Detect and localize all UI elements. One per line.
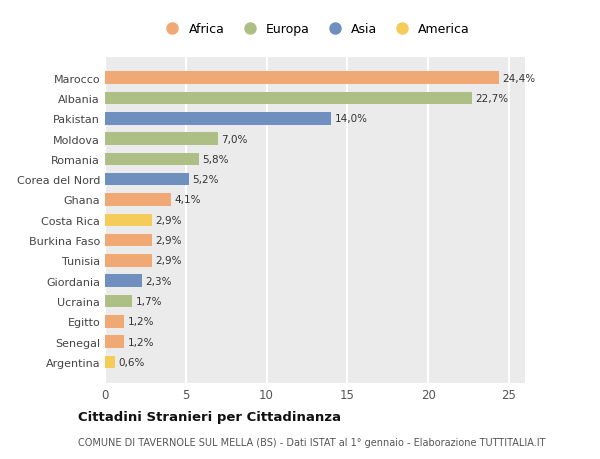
Bar [105, 194, 171, 207]
Text: 2,9%: 2,9% [155, 235, 182, 246]
Bar [105, 275, 142, 287]
Text: 2,3%: 2,3% [145, 276, 172, 286]
Text: 0,6%: 0,6% [118, 357, 144, 367]
Text: 2,9%: 2,9% [155, 256, 182, 266]
Text: 1,2%: 1,2% [128, 337, 154, 347]
Bar [105, 234, 152, 247]
Bar [105, 133, 218, 146]
Legend: Africa, Europa, Asia, America: Africa, Europa, Asia, America [155, 18, 475, 41]
Bar [105, 92, 472, 105]
Text: 14,0%: 14,0% [334, 114, 367, 124]
Bar [105, 356, 115, 369]
Text: 4,1%: 4,1% [175, 195, 201, 205]
Bar [105, 295, 133, 308]
Text: 24,4%: 24,4% [502, 73, 536, 84]
Text: COMUNE DI TAVERNOLE SUL MELLA (BS) - Dati ISTAT al 1° gennaio - Elaborazione TUT: COMUNE DI TAVERNOLE SUL MELLA (BS) - Dat… [78, 437, 545, 447]
Text: 5,2%: 5,2% [192, 175, 219, 185]
Bar [105, 255, 152, 267]
Text: 22,7%: 22,7% [475, 94, 508, 104]
Bar [105, 214, 152, 227]
Bar [105, 174, 189, 186]
Bar [105, 113, 331, 125]
Bar [105, 315, 124, 328]
Text: 2,9%: 2,9% [155, 215, 182, 225]
Text: 5,8%: 5,8% [202, 155, 229, 164]
Text: 1,2%: 1,2% [128, 317, 154, 327]
Text: 7,0%: 7,0% [221, 134, 248, 144]
Bar [105, 153, 199, 166]
Bar [105, 72, 499, 85]
Text: Cittadini Stranieri per Cittadinanza: Cittadini Stranieri per Cittadinanza [78, 410, 341, 423]
Bar [105, 336, 124, 348]
Text: 1,7%: 1,7% [136, 297, 162, 306]
